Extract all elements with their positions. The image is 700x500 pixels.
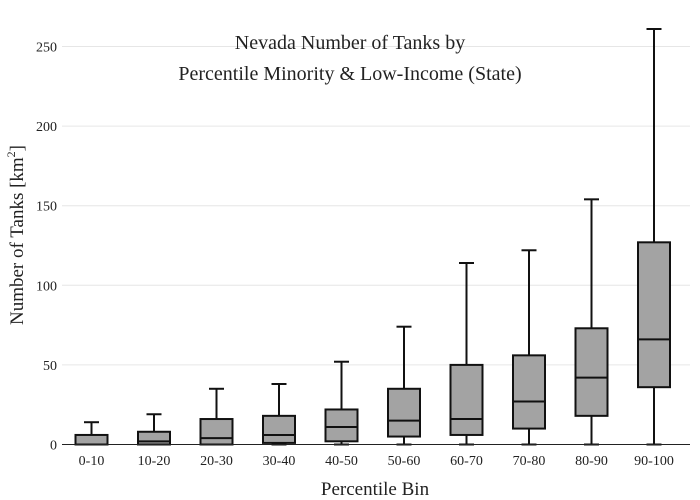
x-tick-label: 10-20 bbox=[138, 454, 171, 469]
chart-title-line-1: Nevada Number of Tanks by bbox=[235, 32, 465, 54]
iqr-box bbox=[137, 430, 171, 446]
x-tick-labels: 0-10 10-20 20-30 30-40 40-50 50-60 60-70 70-80 8… bbox=[79, 454, 674, 469]
x-tick-label: 30-40 bbox=[263, 454, 296, 469]
box-series bbox=[74, 27, 671, 446]
box-0-10 bbox=[74, 421, 109, 446]
box-40-50 bbox=[324, 360, 359, 446]
box-30-40 bbox=[262, 383, 296, 446]
box-70-80 bbox=[512, 249, 546, 446]
x-tick-label: 70-80 bbox=[513, 454, 546, 469]
iqr-box bbox=[199, 418, 234, 446]
x-tick-label: 60-70 bbox=[450, 454, 483, 469]
box-50-60 bbox=[387, 325, 421, 446]
y-tick-labels: 0 50 100 150 200 250 bbox=[36, 41, 57, 454]
y-tick-label: 250 bbox=[36, 41, 57, 56]
box-80-90 bbox=[574, 198, 609, 446]
box-20-30 bbox=[199, 387, 234, 446]
y-axis-label-superscript: 2 bbox=[4, 151, 18, 157]
x-tick-label: 40-50 bbox=[325, 454, 358, 469]
x-tick-label: 0-10 bbox=[79, 454, 105, 469]
iqr-box bbox=[324, 408, 359, 443]
y-axis-label-end: ] bbox=[7, 145, 28, 151]
box-90-100 bbox=[637, 27, 671, 446]
iqr-box bbox=[449, 363, 484, 436]
iqr-box bbox=[387, 387, 421, 438]
iqr-box bbox=[512, 354, 546, 430]
iqr-box bbox=[637, 241, 671, 389]
y-tick-label: 200 bbox=[36, 120, 57, 135]
box-10-20 bbox=[137, 413, 171, 446]
y-tick-label: 150 bbox=[36, 200, 57, 215]
y-tick-label: 0 bbox=[50, 439, 57, 454]
y-tick-label: 50 bbox=[43, 359, 57, 374]
box-60-70 bbox=[449, 262, 484, 446]
x-tick-label: 90-100 bbox=[634, 454, 674, 469]
y-tick-label: 100 bbox=[36, 279, 57, 294]
x-tick-label: 50-60 bbox=[388, 454, 421, 469]
x-axis-label: Percentile Bin bbox=[321, 479, 430, 500]
y-axis-label: Number of Tanks [km2] bbox=[4, 145, 28, 325]
iqr-box bbox=[74, 433, 109, 446]
x-tick-label: 80-90 bbox=[575, 454, 608, 469]
y-axis-label-main: Number of Tanks [km bbox=[7, 157, 28, 325]
chart-title-line-2: Percentile Minority & Low-Income (State) bbox=[178, 63, 521, 85]
x-tick-label: 20-30 bbox=[200, 454, 233, 469]
grid-lines bbox=[62, 46, 690, 366]
iqr-box bbox=[574, 327, 609, 417]
iqr-box bbox=[262, 414, 296, 444]
